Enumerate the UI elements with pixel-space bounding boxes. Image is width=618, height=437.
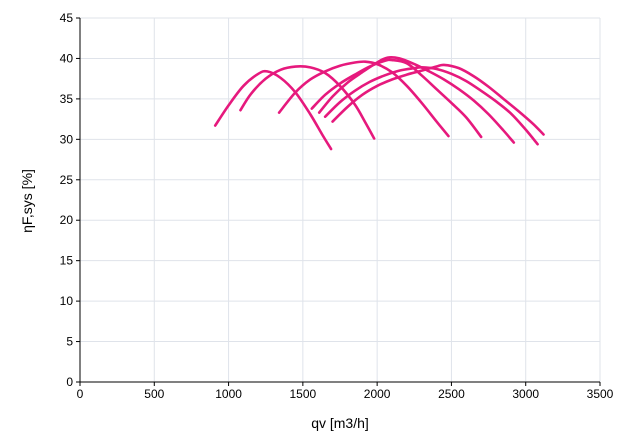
x-tick-label: 1000 [215, 387, 242, 401]
x-tick-label: 2000 [364, 387, 391, 401]
x-tick-label: 0 [77, 387, 84, 401]
y-tick-label: 20 [60, 213, 74, 227]
efficiency-curve-2 [239, 65, 376, 140]
efficiency-curve-1 [213, 69, 333, 151]
y-tick-label: 15 [60, 254, 74, 268]
tick-labels: 0 500 1000 1500 2000 2500 3000 3500 0 5 10 15 20 25 30… [60, 11, 614, 401]
x-axis-title: qv [m3/h] [311, 415, 369, 431]
y-tick-label: 10 [60, 294, 74, 308]
y-tick-label: 30 [60, 132, 74, 146]
x-tick-label: 3000 [512, 387, 539, 401]
y-tick-label: 40 [60, 51, 74, 65]
efficiency-curves [213, 56, 545, 151]
x-tick-label: 2500 [438, 387, 465, 401]
y-tick-label: 45 [60, 11, 74, 25]
x-tick-label: 500 [144, 387, 164, 401]
efficiency-curve-5 [317, 56, 516, 144]
efficiency-curve-7 [331, 63, 545, 136]
axes [76, 17, 601, 386]
y-tick-label: 25 [60, 173, 74, 187]
y-tick-label: 5 [66, 335, 73, 349]
y-tick-label: 35 [60, 92, 74, 106]
y-axis-title: ηF,sys [%] [19, 169, 35, 233]
efficiency-curve-4 [310, 58, 483, 139]
x-tick-label: 3500 [587, 387, 614, 401]
x-tick-label: 1500 [290, 387, 317, 401]
grid [80, 17, 601, 382]
efficiency-curve-3 [277, 60, 450, 138]
y-tick-label: 0 [66, 375, 73, 389]
